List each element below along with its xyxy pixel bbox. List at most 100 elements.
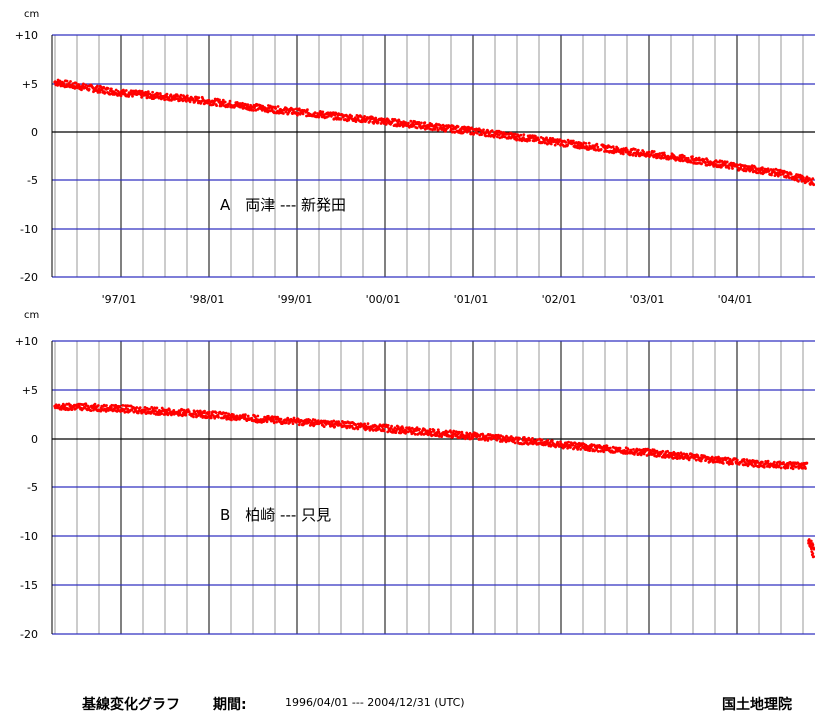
data-point: [662, 151, 666, 155]
data-point: [140, 89, 144, 93]
data-point: [368, 119, 372, 123]
data-point: [686, 156, 690, 160]
data-point: [295, 421, 298, 424]
data-point: [246, 414, 250, 418]
data-point: [456, 125, 460, 129]
data-point: [584, 142, 588, 145]
data-point: [773, 460, 776, 464]
data-point: [165, 92, 169, 96]
data-point: [439, 124, 443, 127]
data-point: [632, 448, 635, 451]
data-point: [254, 415, 257, 419]
data-point: [616, 147, 620, 150]
data-point: [103, 91, 107, 94]
data-point: [275, 420, 278, 424]
data-point: [661, 449, 665, 453]
data-point: [459, 129, 463, 133]
data-point: [700, 162, 703, 166]
data-point: [513, 132, 517, 136]
data-point: [618, 446, 622, 450]
data-point: [319, 110, 322, 113]
data-point: [291, 422, 295, 425]
y-tick-label: +5: [22, 78, 38, 91]
y-tick-label: -20: [20, 628, 38, 641]
data-point: [151, 90, 155, 94]
data-point: [458, 431, 461, 434]
data-point: [697, 156, 701, 160]
data-point: [423, 121, 427, 125]
y-tick-label: +5: [22, 384, 38, 397]
data-point: [210, 99, 214, 103]
data-point: [496, 135, 499, 139]
data-point: [169, 93, 173, 97]
chart-panel-a: cm +10 +5 0 -5 -10 -20 '97/01 '98/01 '99/01 '00/01…: [15, 9, 815, 306]
data-point: [382, 429, 386, 433]
data-point: [682, 154, 686, 158]
data-point: [96, 84, 99, 88]
data-point: [535, 438, 539, 442]
data-point: [145, 96, 149, 100]
data-point: [588, 449, 592, 452]
data-point: [126, 407, 130, 411]
data-point: [569, 446, 572, 449]
data-point: [62, 82, 66, 86]
data-point: [246, 103, 250, 107]
data-point: [89, 409, 93, 412]
data-point: [723, 163, 727, 167]
data-point: [317, 115, 321, 119]
data-point: [686, 454, 690, 458]
data-point: [256, 414, 260, 418]
data-point: [572, 139, 575, 143]
data-point: [93, 402, 97, 406]
data-point: [110, 87, 113, 91]
data-point: [333, 425, 337, 428]
data-point: [69, 80, 72, 83]
data-point: [675, 457, 679, 460]
data-point: [766, 459, 770, 463]
data-point: [518, 436, 521, 440]
data-point: [498, 133, 501, 137]
data-point: [374, 424, 378, 428]
footer: 基線変化グラフ 期間: 1996/04/01 --- 2004/12/31 (U…: [0, 690, 815, 715]
data-point: [274, 107, 278, 110]
data-point: [292, 416, 296, 420]
footer-period-label: 期間:: [213, 697, 247, 713]
data-point: [217, 415, 220, 419]
data-point: [282, 112, 285, 115]
data-point: [106, 87, 110, 90]
data-point: [486, 129, 490, 133]
data-point: [636, 148, 640, 152]
footer-title: 基線変化グラフ: [82, 697, 180, 713]
data-point: [158, 92, 162, 95]
data-point: [372, 122, 376, 125]
data-point: [333, 113, 337, 117]
data-point: [57, 403, 61, 407]
data-point: [381, 425, 384, 429]
data-point: [428, 428, 432, 431]
data-point: [515, 137, 519, 141]
data-point: [70, 408, 74, 411]
data-point: [193, 410, 197, 414]
data-point: [772, 168, 775, 172]
data-point: [130, 408, 134, 412]
data-point: [138, 406, 142, 409]
data-point: [192, 415, 195, 419]
data-point: [807, 538, 811, 541]
data-point: [689, 160, 693, 164]
data-point: [475, 131, 479, 135]
data-point: [699, 459, 703, 463]
data-point: [97, 404, 100, 407]
data-point: [265, 420, 269, 424]
data-point: [779, 173, 783, 177]
data-point: [548, 136, 552, 140]
y-tick-label: -10: [20, 223, 38, 236]
data-point: [244, 413, 247, 417]
data-point: [596, 450, 600, 453]
data-point: [642, 150, 645, 154]
data-point: [121, 404, 125, 407]
data-point: [579, 448, 582, 451]
data-point: [350, 114, 353, 118]
data-point: [393, 426, 397, 430]
data-point: [546, 438, 550, 442]
data-point: [500, 440, 504, 443]
